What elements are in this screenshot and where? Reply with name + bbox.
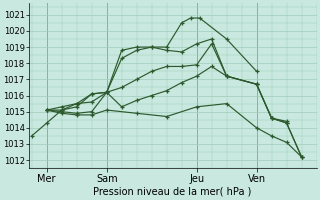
X-axis label: Pression niveau de la mer( hPa ): Pression niveau de la mer( hPa ): [93, 187, 252, 197]
